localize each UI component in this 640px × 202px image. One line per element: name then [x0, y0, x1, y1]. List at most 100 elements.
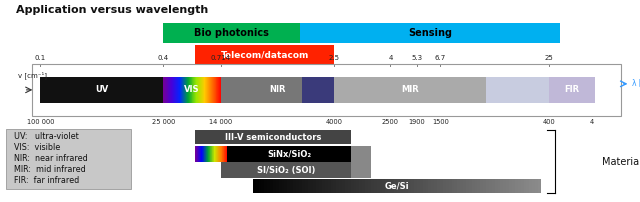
- Bar: [195, 130, 351, 144]
- Bar: [408, 179, 411, 193]
- Text: SI/SiO₂ (SOI): SI/SiO₂ (SOI): [257, 166, 315, 175]
- Bar: [538, 179, 541, 193]
- Bar: [400, 179, 403, 193]
- Text: 400: 400: [543, 119, 556, 125]
- Bar: [435, 179, 437, 193]
- Bar: [227, 146, 351, 162]
- Text: NIR:  near infrared: NIR: near infrared: [14, 154, 88, 163]
- Bar: [414, 179, 417, 193]
- Bar: [356, 179, 360, 193]
- Text: 25: 25: [545, 55, 554, 61]
- Bar: [345, 179, 348, 193]
- Bar: [521, 179, 524, 193]
- Text: III-V semiconductors: III-V semiconductors: [225, 133, 321, 142]
- Bar: [500, 179, 504, 193]
- Bar: [328, 179, 330, 193]
- Bar: [337, 179, 339, 193]
- Bar: [293, 179, 296, 193]
- Bar: [325, 179, 328, 193]
- Bar: [6, 129, 131, 189]
- Text: Ge/Si: Ge/Si: [385, 182, 409, 190]
- Bar: [480, 179, 483, 193]
- Bar: [351, 146, 371, 162]
- Bar: [549, 77, 595, 103]
- Bar: [486, 77, 549, 103]
- Bar: [360, 179, 362, 193]
- Bar: [374, 179, 377, 193]
- Bar: [463, 179, 466, 193]
- Bar: [391, 179, 394, 193]
- Bar: [460, 179, 463, 193]
- Bar: [282, 179, 285, 193]
- Bar: [279, 179, 282, 193]
- Bar: [449, 179, 452, 193]
- Bar: [385, 179, 388, 193]
- Bar: [314, 179, 316, 193]
- Text: 4000: 4000: [326, 119, 342, 125]
- Text: 4: 4: [590, 119, 594, 125]
- Bar: [334, 77, 486, 103]
- Text: FIR: FIR: [564, 85, 580, 94]
- Bar: [354, 179, 356, 193]
- Bar: [495, 179, 498, 193]
- Bar: [285, 179, 287, 193]
- Bar: [440, 179, 443, 193]
- Bar: [273, 179, 276, 193]
- Text: 1900: 1900: [408, 119, 425, 125]
- Text: 0.1: 0.1: [35, 55, 46, 61]
- Bar: [351, 162, 371, 178]
- Text: FIR:  far infrared: FIR: far infrared: [14, 176, 79, 185]
- Bar: [475, 179, 477, 193]
- Text: 5.3: 5.3: [411, 55, 422, 61]
- Bar: [437, 179, 440, 193]
- Bar: [489, 179, 492, 193]
- Bar: [365, 179, 368, 193]
- Bar: [256, 179, 259, 193]
- Bar: [221, 162, 351, 178]
- Bar: [380, 179, 383, 193]
- Bar: [308, 179, 310, 193]
- Text: UV: UV: [95, 85, 108, 94]
- Text: NIR: NIR: [269, 85, 285, 94]
- Bar: [253, 179, 256, 193]
- Bar: [342, 179, 345, 193]
- Bar: [268, 179, 270, 193]
- Text: SiNx/SiO₂: SiNx/SiO₂: [267, 149, 311, 158]
- Bar: [524, 179, 526, 193]
- Bar: [452, 179, 454, 193]
- Bar: [526, 179, 529, 193]
- Bar: [394, 179, 397, 193]
- Bar: [276, 179, 279, 193]
- Bar: [472, 179, 475, 193]
- Text: UV:   ultra-violet: UV: ultra-violet: [14, 132, 79, 141]
- Bar: [383, 179, 385, 193]
- Bar: [300, 23, 560, 43]
- Text: 1500: 1500: [432, 119, 449, 125]
- Bar: [406, 179, 408, 193]
- Bar: [319, 179, 322, 193]
- Text: 25 000: 25 000: [152, 119, 175, 125]
- Text: 100 000: 100 000: [27, 119, 54, 125]
- Bar: [486, 179, 489, 193]
- Bar: [397, 179, 400, 193]
- Bar: [291, 179, 293, 193]
- Bar: [351, 179, 354, 193]
- Bar: [388, 179, 391, 193]
- Bar: [532, 179, 535, 193]
- Bar: [310, 179, 314, 193]
- Bar: [412, 179, 414, 193]
- Text: λ [µm]: λ [µm]: [632, 79, 640, 88]
- Bar: [429, 179, 431, 193]
- Bar: [376, 179, 380, 193]
- Bar: [443, 179, 446, 193]
- Bar: [422, 179, 426, 193]
- Bar: [420, 179, 422, 193]
- Bar: [302, 179, 305, 193]
- Bar: [466, 179, 468, 193]
- Bar: [454, 179, 457, 193]
- Text: 0.4: 0.4: [157, 55, 169, 61]
- Bar: [512, 179, 515, 193]
- Bar: [483, 179, 486, 193]
- Bar: [302, 77, 334, 103]
- Bar: [468, 179, 472, 193]
